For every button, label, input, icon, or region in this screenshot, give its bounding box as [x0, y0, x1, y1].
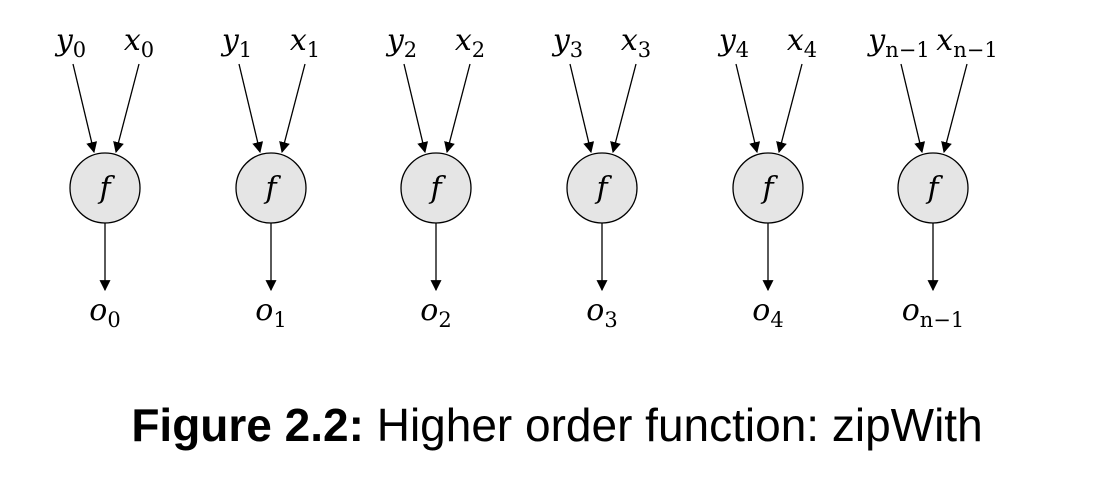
- output-o-label-base: o: [752, 293, 770, 328]
- input-y-label: y2: [385, 23, 417, 62]
- input-y-label: y0: [54, 23, 86, 62]
- input-y-label-subscript: 4: [736, 38, 749, 62]
- input-y-label-base: y: [866, 23, 886, 58]
- arrow-y-to-f: [569, 63, 595, 154]
- input-y-label: y3: [551, 23, 583, 62]
- arrow-x-to-f: [444, 63, 471, 154]
- input-x-label-base: x: [936, 23, 953, 58]
- input-x-label-subscript: 4: [804, 38, 817, 62]
- output-o-label-base: o: [586, 293, 604, 328]
- input-y-label-base: y: [385, 23, 405, 58]
- input-y-label-subscript: n−1: [885, 38, 929, 62]
- output-o-label: o4: [752, 293, 783, 332]
- arrow-y-to-f: [900, 63, 926, 154]
- output-o-label-base: o: [902, 293, 920, 328]
- output-o-label: o2: [420, 293, 451, 332]
- output-o-label-base: o: [255, 293, 273, 328]
- input-y-label-base: y: [551, 23, 571, 58]
- input-x-label-subscript: 2: [472, 38, 485, 62]
- figure-caption: Figure 2.2: Higher order function: zipWi…: [0, 402, 1114, 448]
- input-x-label-base: x: [124, 23, 141, 58]
- arrow-y-to-f: [403, 63, 429, 154]
- input-y-label: y1: [220, 23, 252, 62]
- arrow-y-to-f: [238, 63, 264, 154]
- arrow-x-to-f: [941, 63, 968, 154]
- output-o-label-subscript: 2: [438, 308, 451, 332]
- output-o-label-subscript: 3: [604, 308, 617, 332]
- caption-label: Figure 2.2:: [131, 399, 364, 451]
- input-x-label-subscript: n−1: [953, 38, 997, 62]
- input-x-label: x4: [787, 23, 817, 62]
- input-x-label-base: x: [621, 23, 638, 58]
- input-y-label-subscript: 0: [73, 38, 86, 62]
- caption-text: Higher order function: zipWith: [376, 399, 983, 451]
- output-o-label: o0: [89, 293, 120, 332]
- arrow-x-to-f: [776, 63, 803, 154]
- output-o-label-subscript: 1: [273, 308, 286, 332]
- input-x-label: x0: [124, 23, 154, 62]
- input-x-label-base: x: [455, 23, 472, 58]
- input-x-label: x3: [621, 23, 651, 62]
- arrow-y-to-f: [735, 63, 761, 154]
- arrow-x-to-f: [279, 63, 306, 154]
- output-o-label: on−1: [902, 293, 965, 332]
- input-x-label: x1: [290, 23, 320, 62]
- arrow-y-to-f: [72, 63, 98, 154]
- input-y-label-base: y: [220, 23, 240, 58]
- input-x-label-subscript: 3: [638, 38, 651, 62]
- input-x-label: x2: [455, 23, 485, 62]
- input-x-label-base: x: [290, 23, 307, 58]
- input-x-label-subscript: 0: [141, 38, 154, 62]
- input-y-label: y4: [717, 23, 749, 62]
- arrow-x-to-f: [610, 63, 637, 154]
- input-y-label-subscript: 2: [404, 38, 417, 62]
- output-o-label: o3: [586, 293, 617, 332]
- input-y-label-subscript: 1: [239, 38, 252, 62]
- output-o-label-base: o: [89, 293, 107, 328]
- input-y-label-base: y: [717, 23, 737, 58]
- input-x-label: xn−1: [936, 23, 997, 62]
- output-o-label-subscript: 0: [107, 308, 120, 332]
- arrow-x-to-f: [113, 63, 140, 154]
- output-o-label: o1: [255, 293, 286, 332]
- input-y-label-subscript: 3: [570, 38, 583, 62]
- input-x-label-subscript: 1: [307, 38, 320, 62]
- input-y-label-base: y: [54, 23, 74, 58]
- input-x-label-base: x: [787, 23, 804, 58]
- output-o-label-subscript: 4: [770, 308, 783, 332]
- input-y-label: yn−1: [866, 23, 929, 62]
- output-o-label-subscript: n−1: [920, 308, 964, 332]
- output-o-label-base: o: [420, 293, 438, 328]
